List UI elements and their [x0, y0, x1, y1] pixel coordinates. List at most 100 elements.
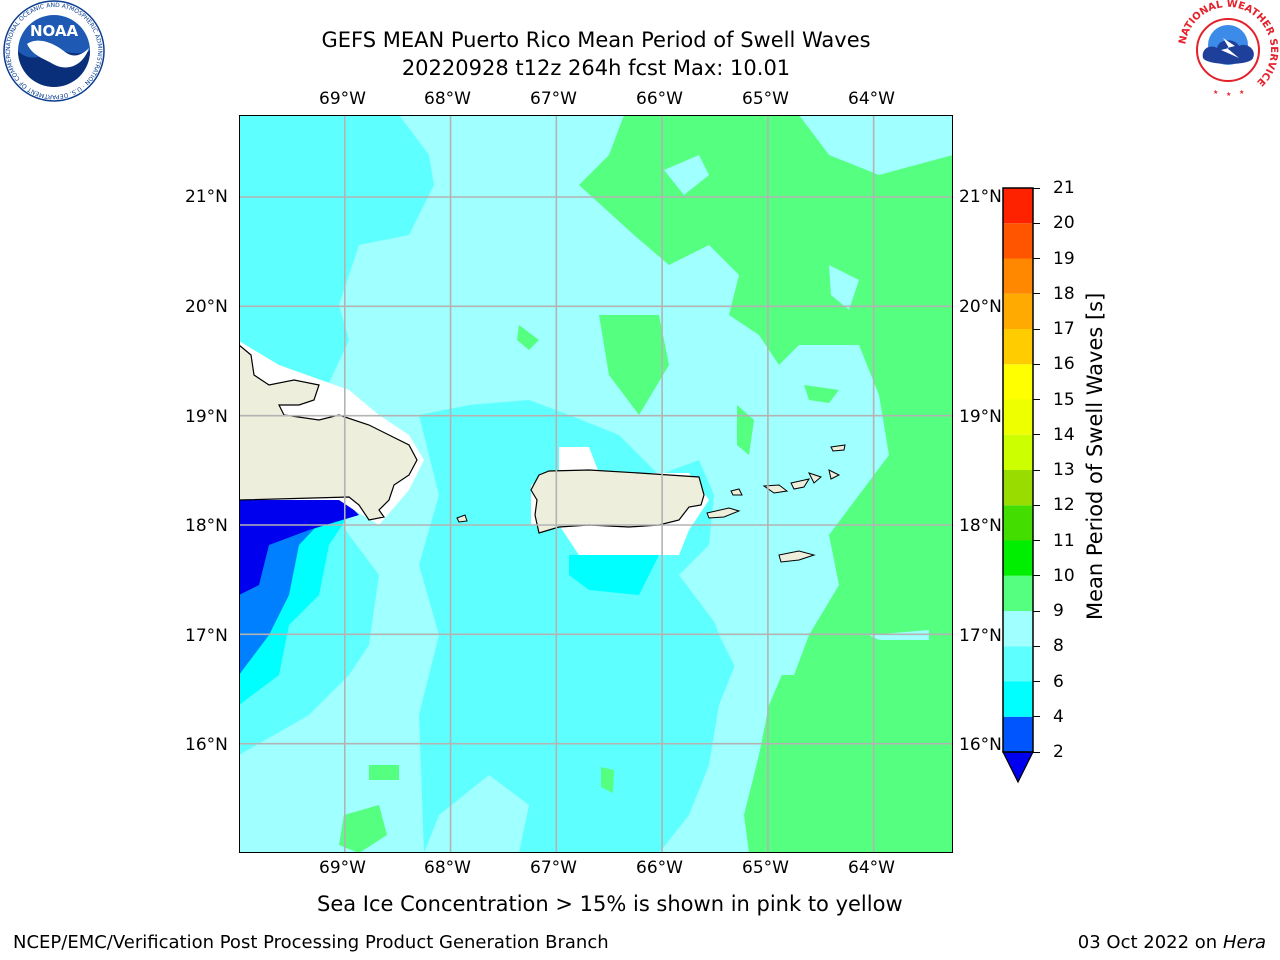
colorbar-band: [1003, 575, 1033, 611]
contour-8-9-patch-3: [799, 115, 953, 175]
contour-9-10-northeast: [579, 115, 953, 853]
contour-6-8-west: [239, 115, 434, 415]
colorbar-label: Mean Period of Swell Waves [s]: [1083, 292, 1107, 620]
contour-9-10-patch-4: [339, 805, 387, 853]
contour-9-10-patch-5: [601, 767, 614, 793]
sea-ice-caption: Sea Ice Concentration > 15% is shown in …: [317, 892, 903, 916]
colorbar: [1002, 187, 1034, 784]
lat-label-left-17n: 17°N: [185, 626, 228, 646]
colorbar-band: [1003, 329, 1033, 365]
land-virgin-islands: [762, 469, 841, 494]
colorbar-tick-mark: [1033, 258, 1040, 259]
colorbar-tick-mark: [1033, 187, 1040, 189]
map-subtitle: 20220928 t12z 264h fcst Max: 10.01: [401, 56, 791, 80]
colorbar-tick-mark: [1033, 293, 1040, 295]
lon-label-top-69w: 69°W: [319, 89, 366, 109]
colorbar-tick-label: 8: [1053, 636, 1064, 657]
colorbar-tick-label: 9: [1053, 601, 1064, 621]
svg-text:★: ★: [1239, 89, 1244, 96]
colorbar-tick-label: 10: [1053, 565, 1075, 586]
contour-8-9-patch-2: [829, 265, 859, 310]
lat-label-left-21n: 21°N: [185, 187, 228, 207]
colorbar-tick-label: 19: [1053, 248, 1075, 269]
land-puerto-rico: [530, 469, 705, 534]
colorbar-tick-mark: [1033, 540, 1040, 541]
colorbar-tick-label: 20: [1053, 213, 1075, 234]
lat-label-right-17n: 17°N: [959, 626, 1002, 646]
svg-text:★: ★: [1213, 89, 1218, 96]
nws-logo: NATIONAL WEATHER SERVICE ★ ★ ★: [1177, 0, 1279, 99]
contour-4-6-south-pr: [569, 555, 659, 595]
colorbar-tick-mark: [1033, 716, 1040, 718]
lon-label-top-67w: 67°W: [530, 89, 577, 109]
colorbar-tick-label: 2: [1053, 742, 1064, 762]
colorbar-tick-label: 17: [1053, 319, 1075, 339]
lat-label-right-18n: 18°N: [959, 516, 1002, 536]
lon-label-bottom-64w: 64°W: [848, 858, 895, 878]
lat-label-left-20n: 20°N: [185, 297, 228, 317]
footer-date-text: 03 Oct 2022 on: [1077, 932, 1223, 953]
colorbar-band: [1003, 505, 1033, 541]
lon-label-bottom-65w: 65°W: [742, 858, 789, 878]
colorbar-tick-mark: [1033, 222, 1040, 224]
colorbar-tick-label: 18: [1053, 283, 1075, 304]
colorbar-band: [1003, 681, 1033, 717]
lon-label-bottom-67w: 67°W: [530, 858, 577, 878]
colorbar-band: [1003, 434, 1033, 470]
contour-8-9-inset-north: [649, 245, 889, 675]
colorbar-tick-mark: [1033, 469, 1040, 471]
colorbar-tick-mark: [1033, 645, 1040, 647]
colorbar-band: [1003, 716, 1033, 752]
graticule: [239, 115, 953, 853]
colorbar-band: [1003, 364, 1033, 400]
colorbar-tick-label: 14: [1053, 424, 1075, 445]
lat-label-left-19n: 19°N: [185, 407, 228, 427]
noaa-logo-text: NOAA: [30, 22, 79, 40]
colorbar-tick-label: 4: [1053, 706, 1064, 727]
colorbar-tick-label: 21: [1053, 178, 1075, 198]
footer-branch: NCEP/EMC/Verification Post Processing Pr…: [13, 932, 609, 953]
contour-9-10-patch-7: [804, 385, 839, 403]
colorbar-tick-mark: [1033, 751, 1040, 753]
colorbar-tick-label: 13: [1053, 460, 1075, 480]
lon-label-top-66w: 66°W: [636, 89, 683, 109]
lon-label-bottom-68w: 68°W: [424, 858, 471, 878]
lat-label-right-20n: 20°N: [959, 297, 1002, 317]
contour-9-10-patch-3: [369, 765, 399, 780]
lon-label-bottom-69w: 69°W: [319, 858, 366, 878]
lat-label-left-18n: 18°N: [185, 516, 228, 536]
footer-machine: Hera: [1222, 932, 1266, 953]
colorbar-tick-mark: [1033, 434, 1040, 436]
land-anegada: [830, 444, 846, 452]
contour-8-9-patch-1: [664, 155, 709, 195]
land-hispaniola: [239, 344, 418, 521]
colorbar-tick-mark: [1033, 504, 1040, 506]
colorbar-band: [1003, 470, 1033, 506]
colorbar-tick-mark: [1033, 575, 1040, 577]
colorbar-tick-mark: [1033, 328, 1040, 330]
lon-label-top-65w: 65°W: [742, 89, 789, 109]
footer-date: 03 Oct 2022 on Hera: [1078, 932, 1266, 954]
land-culebra: [730, 488, 743, 496]
svg-text:★: ★: [1226, 91, 1231, 98]
colorbar-tick-label: 16: [1053, 354, 1075, 375]
noaa-logo: NATIONAL OCEANIC AND ATMOSPHERIC ADMINIS…: [3, 0, 105, 102]
colorbar-band: [1003, 646, 1033, 682]
colorbar-tick-mark: [1033, 363, 1040, 365]
colorbar-band: [1003, 293, 1033, 329]
colorbar-band: [1003, 540, 1033, 576]
colorbar-band: [1003, 188, 1033, 224]
colorbar-bands: [1003, 188, 1033, 752]
colorbar-band: [1003, 399, 1033, 435]
colorbar-band: [1003, 223, 1033, 259]
contour-under-2: [239, 500, 359, 595]
colorbar-band: [1003, 258, 1033, 294]
colorbar-under-triangle: [1002, 751, 1034, 784]
lat-label-right-19n: 19°N: [959, 407, 1002, 427]
lat-label-left-16n: 16°N: [185, 735, 228, 755]
contour-9-10-patch-1: [599, 315, 669, 415]
lat-label-right-16n: 16°N: [959, 735, 1002, 755]
contour-9-10-patch-6: [737, 405, 754, 455]
colorbar-tick-mark: [1033, 399, 1040, 400]
colorbar-band: [1003, 611, 1033, 647]
